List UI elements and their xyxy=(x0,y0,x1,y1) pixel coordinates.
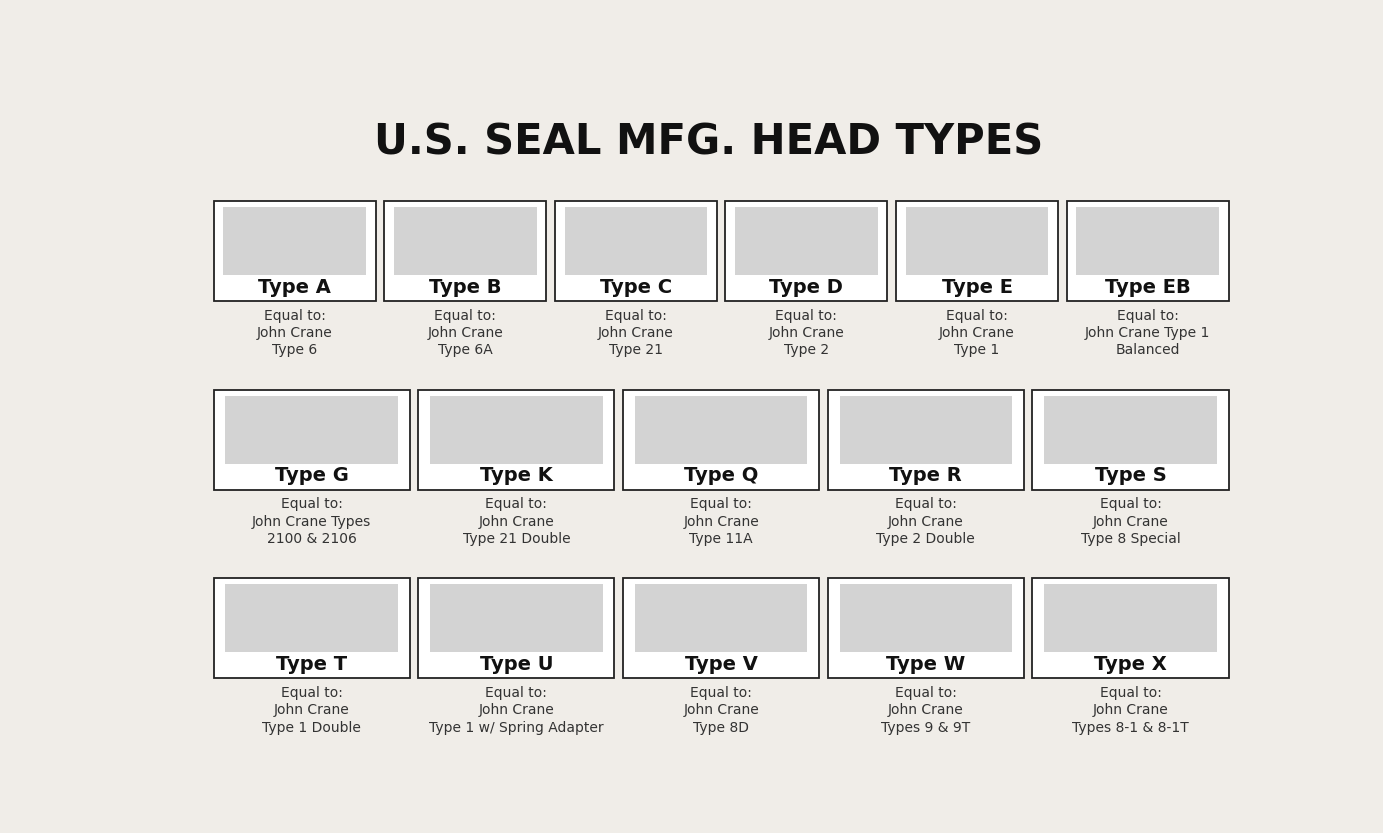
Text: John Crane: John Crane xyxy=(888,703,964,717)
Bar xyxy=(213,578,409,678)
Text: John Crane: John Crane xyxy=(769,326,844,340)
Text: John Crane Type 1: John Crane Type 1 xyxy=(1084,326,1210,340)
Bar xyxy=(1066,202,1228,301)
Bar xyxy=(828,578,1023,678)
Text: Equal to:: Equal to: xyxy=(776,309,837,323)
Bar xyxy=(555,202,716,301)
Text: Type 2 Double: Type 2 Double xyxy=(877,532,975,546)
Text: John Crane: John Crane xyxy=(939,326,1015,340)
Text: John Crane Types: John Crane Types xyxy=(252,515,371,529)
Text: John Crane: John Crane xyxy=(1093,703,1169,717)
Text: Type X: Type X xyxy=(1094,655,1167,674)
Bar xyxy=(225,585,398,652)
Bar xyxy=(839,585,1012,652)
Bar xyxy=(418,578,614,678)
Bar xyxy=(726,202,888,301)
Text: Type K: Type K xyxy=(480,466,553,485)
Text: Type EB: Type EB xyxy=(1105,277,1191,297)
Bar xyxy=(736,207,878,275)
Text: John Crane: John Crane xyxy=(479,515,555,529)
Text: Type R: Type R xyxy=(889,466,963,485)
Bar xyxy=(223,207,366,275)
Bar xyxy=(1044,585,1217,652)
Text: Equal to:: Equal to: xyxy=(895,686,957,700)
Text: Types 9 & 9T: Types 9 & 9T xyxy=(881,721,971,735)
Text: Equal to:: Equal to: xyxy=(1099,497,1162,511)
Text: Type 6A: Type 6A xyxy=(438,343,492,357)
Bar xyxy=(906,207,1048,275)
Bar xyxy=(564,207,707,275)
Text: John Crane: John Crane xyxy=(683,703,759,717)
Bar xyxy=(839,396,1012,464)
Text: Equal to:: Equal to: xyxy=(434,309,496,323)
Text: Type 1 Double: Type 1 Double xyxy=(263,721,361,735)
Bar xyxy=(635,396,808,464)
Text: Type V: Type V xyxy=(685,655,758,674)
Text: 2100 & 2106: 2100 & 2106 xyxy=(267,532,357,546)
Text: Type E: Type E xyxy=(942,277,1012,297)
Text: Type 11A: Type 11A xyxy=(689,532,752,546)
Bar xyxy=(828,390,1023,490)
Text: Equal to:: Equal to: xyxy=(281,497,343,511)
Text: Type 8 Special: Type 8 Special xyxy=(1080,532,1181,546)
Text: Type 21: Type 21 xyxy=(609,343,662,357)
Text: Type 6: Type 6 xyxy=(272,343,317,357)
Text: Equal to:: Equal to: xyxy=(485,497,548,511)
Text: Type C: Type C xyxy=(600,277,672,297)
Text: Equal to:: Equal to: xyxy=(604,309,667,323)
Text: John Crane: John Crane xyxy=(597,326,674,340)
Text: Equal to:: Equal to: xyxy=(690,686,752,700)
Text: Equal to:: Equal to: xyxy=(281,686,343,700)
Text: Equal to:: Equal to: xyxy=(485,686,548,700)
Bar xyxy=(213,202,376,301)
Text: Equal to:: Equal to: xyxy=(946,309,1008,323)
Bar xyxy=(896,202,1058,301)
Text: Type 21 Double: Type 21 Double xyxy=(462,532,570,546)
Bar xyxy=(430,396,603,464)
Bar xyxy=(430,585,603,652)
Text: Types 8-1 & 8-1T: Types 8-1 & 8-1T xyxy=(1072,721,1189,735)
Text: Equal to:: Equal to: xyxy=(1099,686,1162,700)
Text: John Crane: John Crane xyxy=(274,703,350,717)
Text: U.S. SEAL MFG. HEAD TYPES: U.S. SEAL MFG. HEAD TYPES xyxy=(375,122,1043,163)
Text: John Crane: John Crane xyxy=(888,515,964,529)
Bar xyxy=(394,207,537,275)
Text: Type 1 w/ Spring Adapter: Type 1 w/ Spring Adapter xyxy=(429,721,604,735)
Bar xyxy=(1033,390,1228,490)
Bar xyxy=(1044,396,1217,464)
Bar xyxy=(384,202,546,301)
Text: Type 2: Type 2 xyxy=(784,343,828,357)
Bar xyxy=(622,578,819,678)
Text: John Crane: John Crane xyxy=(479,703,555,717)
Text: John Crane: John Crane xyxy=(257,326,332,340)
Text: Type T: Type T xyxy=(277,655,347,674)
Text: Type Q: Type Q xyxy=(685,466,758,485)
Bar xyxy=(635,585,808,652)
Text: John Crane: John Crane xyxy=(683,515,759,529)
Bar xyxy=(213,390,409,490)
Text: Type 1: Type 1 xyxy=(954,343,1000,357)
Text: Type W: Type W xyxy=(887,655,965,674)
Bar xyxy=(1076,207,1218,275)
Bar xyxy=(1033,578,1228,678)
Bar xyxy=(225,396,398,464)
Text: John Crane: John Crane xyxy=(1093,515,1169,529)
Text: Type B: Type B xyxy=(429,277,502,297)
Text: Type G: Type G xyxy=(275,466,349,485)
Bar xyxy=(622,390,819,490)
Text: Type D: Type D xyxy=(769,277,844,297)
Bar xyxy=(418,390,614,490)
Text: Type U: Type U xyxy=(480,655,553,674)
Text: Equal to:: Equal to: xyxy=(1116,309,1178,323)
Text: Equal to:: Equal to: xyxy=(895,497,957,511)
Text: Type S: Type S xyxy=(1095,466,1166,485)
Text: Type A: Type A xyxy=(259,277,331,297)
Text: Equal to:: Equal to: xyxy=(264,309,325,323)
Text: Equal to:: Equal to: xyxy=(690,497,752,511)
Text: Type 8D: Type 8D xyxy=(693,721,750,735)
Text: John Crane: John Crane xyxy=(427,326,503,340)
Text: Balanced: Balanced xyxy=(1115,343,1180,357)
